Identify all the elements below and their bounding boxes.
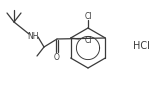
Text: HCl: HCl [133,41,150,51]
Text: NH: NH [27,32,39,40]
Text: Cl: Cl [85,36,92,44]
Text: Cl: Cl [84,12,92,20]
Text: O: O [54,53,60,61]
